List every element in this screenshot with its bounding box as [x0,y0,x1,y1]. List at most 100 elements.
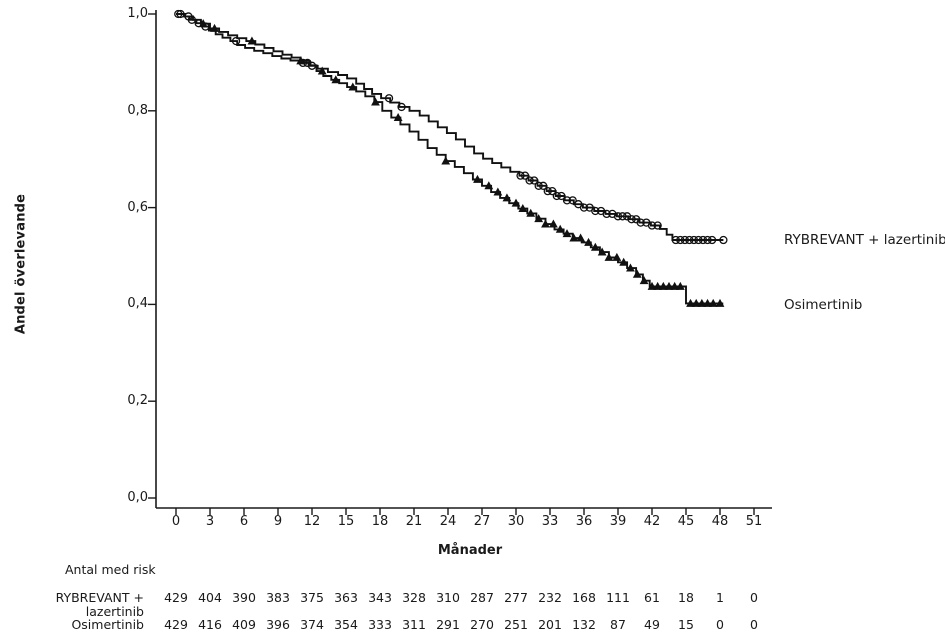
censor-marker-triangle [597,247,607,256]
y-tick-label: 0,8 [127,102,148,118]
x-tick-label: 33 [541,514,559,529]
risk-table-cell: 390 [232,590,256,605]
censor-marker-circle [231,36,241,46]
risk-table-cell: 374 [300,617,324,632]
censor-marker-triangle [555,224,565,233]
x-tick-label: 48 [711,514,729,529]
censor-marker-triangle [511,198,521,207]
censor-marker-circle [174,9,183,19]
censor-marker-circle [703,235,712,245]
risk-table-cell: 15 [678,617,694,632]
risk-table-cell: 0 [716,617,724,632]
censor-marker-circle [647,221,657,230]
x-tick-label: 42 [643,514,661,529]
censor-marker-triangle [484,181,494,190]
censor-marker-triangle [697,298,707,307]
risk-table-cell: 404 [198,590,222,605]
censor-marker-triangle [541,219,550,228]
x-tick-label: 27 [473,514,491,529]
x-tick-label: 12 [303,514,321,529]
censor-marker-triangle [590,242,600,251]
censor-marker-circle [557,191,566,201]
censor-marker-circle [384,94,394,103]
censor-marker-triangle [198,19,208,28]
risk-table-cell: 87 [610,617,626,632]
censor-marker-circle [636,218,645,227]
risk-table-cell: 111 [606,590,630,605]
censor-marker-triangle [371,97,380,106]
censor-marker-triangle [647,281,657,290]
risk-table-cell: 18 [678,590,694,605]
risk-table-cell: 0 [750,617,758,632]
censor-marker-triangle [619,257,629,266]
censor-marker-triangle [715,298,725,307]
censor-marker-circle [694,235,703,245]
risk-table-cell: 343 [368,590,392,605]
censor-marker-circle [568,196,577,205]
censor-marker-circle [552,191,561,201]
censor-marker-circle [719,235,728,245]
risk-table-cell: 251 [504,617,528,632]
risk-table-cell: 311 [402,617,426,632]
legend-label-osimertinib: Osimertinib [784,297,863,313]
censor-marker-circle [520,171,530,180]
risk-row-label-rybrevant-lazertinib: RYBREVANT + lazertinib [55,590,144,619]
censor-marker-circle [671,235,680,245]
y-tick-label: 0,4 [127,296,148,312]
censor-marker-triangle [569,233,579,242]
x-tick-label: 24 [439,514,457,529]
risk-table-cell: 363 [334,590,358,605]
x-tick-label: 51 [745,514,763,529]
censor-marker-triangle [317,66,327,75]
x-tick-label: 0 [171,514,181,529]
censor-marker-triangle [549,219,558,228]
risk-table-cell: 61 [644,590,660,605]
risk-table-cell: 416 [198,617,222,632]
survival-curve-rybrevant-lazertinib [176,13,724,241]
x-tick-label: 30 [507,514,525,529]
risk-table-cell: 429 [164,590,188,605]
censor-marker-triangle [518,203,528,212]
censor-marker-circle [685,235,694,245]
risk-table-cell: 132 [572,617,596,632]
x-tick-label: 6 [239,514,249,529]
censor-marker-triangle [632,269,642,278]
censor-marker-circle [627,215,636,224]
censor-marker-circle [397,102,406,112]
y-axis-title: Andel överlevande [13,193,29,335]
censor-marker-circle [653,221,662,230]
risk-table-cell: 291 [436,617,460,632]
risk-row-label-osimertinib: Osimertinib [71,617,144,632]
censor-marker-circle [307,61,317,70]
censor-marker-triangle [664,281,674,290]
censor-marker-triangle [639,276,649,285]
y-tick-label: 0,0 [127,490,148,505]
risk-table-cell: 409 [232,617,256,632]
x-tick-label: 18 [371,514,389,529]
censor-marker-triangle [296,56,306,65]
risk-table-cell: 375 [300,590,324,605]
censor-marker-circle [618,212,627,221]
risk-table-cell: 328 [402,590,426,605]
censor-marker-circle [543,186,552,196]
censor-marker-triangle [658,281,668,290]
risk-table-cell: 277 [504,590,528,605]
censor-marker-triangle [653,281,663,290]
censor-marker-circle [613,212,623,221]
censor-marker-triangle [247,36,257,45]
risk-table-cell: 310 [436,590,460,605]
censor-marker-circle [689,235,699,245]
risk-table-cell: 1 [716,590,724,605]
censor-marker-circle [529,176,539,185]
censor-marker-triangle [576,233,585,242]
censor-marker-triangle [708,298,718,307]
censor-marker-triangle [691,298,701,307]
y-tick-label: 0,2 [127,393,148,409]
y-tick-label: 1,0 [127,6,148,21]
x-tick-label: 45 [677,514,695,529]
censor-marker-circle [707,235,717,245]
risk-table-cell: 429 [164,617,188,632]
censor-marker-triangle [473,174,482,183]
